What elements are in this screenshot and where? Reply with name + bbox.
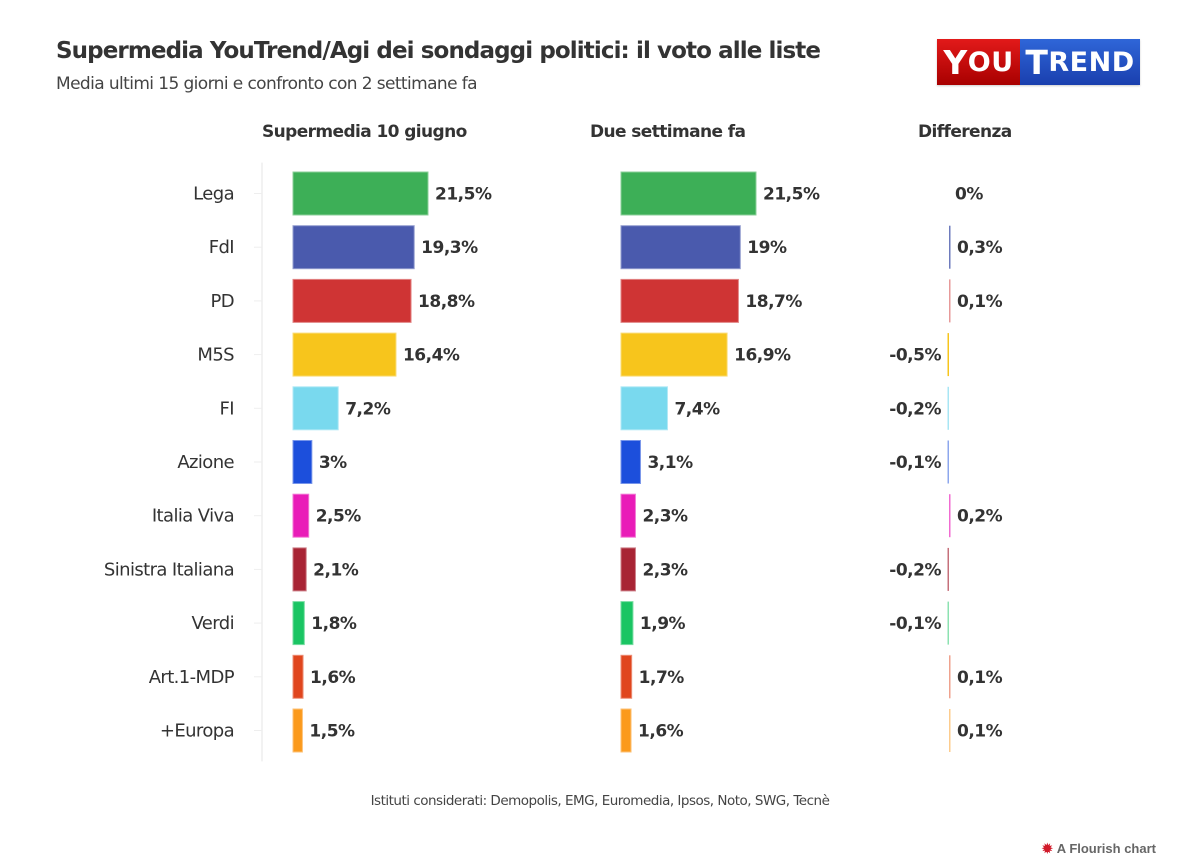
column-header-previous: Due settimane fa [590,122,746,142]
bar-difference [947,601,949,645]
value-label-current: 16,4% [403,346,460,366]
column-header-current: Supermedia 10 giugno [262,122,467,142]
bar-current [292,547,307,592]
bar-previous [620,708,632,753]
flourish-attribution-link[interactable]: ✹ A Flourish chart [1042,841,1156,856]
value-label-difference: 0,3% [957,238,1003,258]
logo-trend-rest: REND [1048,46,1135,78]
category-label-lega: Lega [193,184,234,205]
value-label-difference: 0,1% [957,292,1003,312]
value-label-difference: -0,5% [889,346,941,366]
bar-difference [949,494,951,538]
value-label-difference: 0,1% [957,668,1003,688]
bar-current [292,493,310,538]
logo-you-initial: Y [943,42,968,82]
bar-difference [949,279,951,323]
bar-previous [620,654,633,699]
bar-current [292,386,339,431]
category-label-verdi: Verdi [191,613,234,634]
category-label-pd: PD [210,291,234,312]
bar-current [292,708,303,753]
category-label--europa: +Europa [160,721,234,742]
bar-difference [949,709,951,752]
value-label-difference: 0% [955,185,983,205]
value-label-current: 3% [319,453,347,473]
bar-previous [620,493,636,538]
bar-previous [620,440,641,484]
bar-current [292,225,415,270]
value-label-difference: 0,1% [957,722,1003,742]
value-label-current: 19,3% [421,238,478,258]
value-label-difference: -0,2% [889,399,941,419]
category-label-art-1-mdp: Art.1-MDP [149,667,235,688]
bar-current [292,654,304,699]
bar-current [292,601,305,646]
bar-previous [620,171,757,216]
value-label-difference: -0,1% [889,453,941,473]
value-label-difference: -0,1% [889,614,941,634]
bar-current [292,171,429,216]
category-label-italia-viva: Italia Viva [152,506,234,527]
value-label-previous: 1,6% [638,722,684,742]
value-label-previous: 3,1% [647,453,693,473]
bar-current [292,278,412,323]
category-label-m5s: M5S [197,345,234,366]
flourish-attribution-text: A Flourish chart [1056,841,1156,856]
value-label-previous: 21,5% [763,185,820,205]
value-label-previous: 1,7% [639,668,685,688]
bar-previous [620,225,741,270]
logo-trend-initial: T [1025,42,1049,82]
value-label-current: 2,5% [316,507,362,527]
logo-you-rest: OU [967,46,1014,78]
category-label-sinistra-italiana: Sinistra Italiana [104,559,234,580]
value-label-previous: 2,3% [642,560,688,580]
footer-sources-note: Istituti considerati: Demopolis, EMG, Eu… [370,793,830,809]
bar-difference [947,547,949,591]
value-label-current: 18,8% [418,292,475,312]
column-header-difference: Differenza [918,122,1012,142]
bar-current [292,440,313,484]
logo-you-part: Y OU [937,39,1020,85]
value-label-previous: 18,7% [745,292,802,312]
value-label-current: 21,5% [435,185,492,205]
value-label-current: 1,5% [309,722,355,742]
bar-previous [620,278,739,323]
flourish-star-icon: ✹ [1041,841,1053,856]
value-label-previous: 2,3% [642,507,688,527]
value-label-difference: -0,2% [889,560,941,580]
value-label-current: 1,8% [311,614,357,634]
value-label-difference: 0,2% [957,507,1003,527]
value-label-current: 1,6% [310,668,356,688]
value-label-current: 7,2% [345,399,391,419]
bar-difference [947,440,949,484]
bar-current [292,332,397,377]
logo-trend-part: T REND [1020,39,1140,85]
value-label-current: 2,1% [313,560,359,580]
value-label-previous: 16,9% [734,346,791,366]
value-label-previous: 7,4% [674,399,720,419]
bar-difference [947,333,949,377]
bar-difference [949,655,951,699]
category-label-azione: Azione [177,452,234,473]
bar-previous [620,601,634,646]
value-label-previous: 19% [747,238,787,258]
bar-difference [947,386,949,430]
chart-subtitle: Media ultimi 15 giorni e confronto con 2… [56,74,478,94]
category-label-fi: FI [220,398,234,419]
category-label-fdi: FdI [209,237,234,258]
value-label-previous: 1,9% [640,614,686,634]
chart-title: Supermedia YouTrend/Agi dei sondaggi pol… [56,38,821,64]
bar-previous [620,547,636,592]
bar-difference [949,225,951,269]
youtrend-logo: Y OU T REND [937,39,1140,85]
bar-previous [620,332,728,377]
bar-previous [620,386,668,431]
